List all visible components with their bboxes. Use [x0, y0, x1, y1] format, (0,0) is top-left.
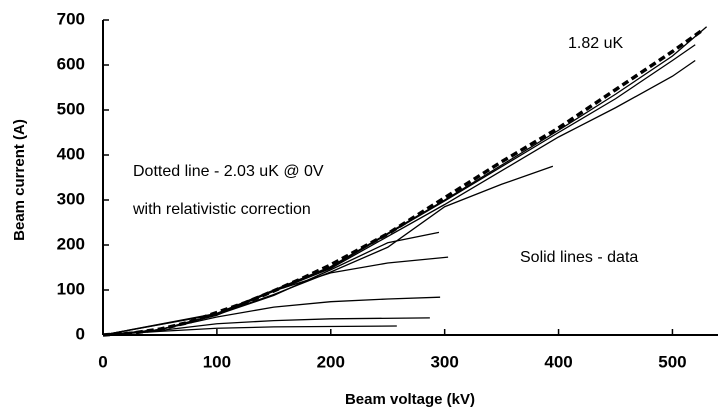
- x-tick-label: 0: [98, 352, 107, 371]
- annotation: with relativistic correction: [132, 201, 311, 218]
- y-tick-label: 500: [57, 99, 85, 118]
- data-line: [102, 325, 397, 336]
- x-tick-label: 200: [317, 352, 345, 371]
- x-tick-label: 400: [544, 352, 572, 371]
- x-tick-label: 300: [430, 352, 458, 371]
- y-tick-label: 300: [57, 189, 85, 208]
- x-tick-label: 500: [658, 352, 686, 371]
- y-tick-label: 700: [57, 9, 85, 28]
- data-line: [102, 26, 708, 336]
- data-line: [102, 296, 441, 336]
- data-line: [102, 256, 449, 336]
- y-tick-label: 600: [57, 54, 85, 73]
- data-line: [102, 165, 554, 336]
- annotation: Dotted line - 2.03 uK @ 0V: [133, 163, 324, 180]
- data-line: [102, 317, 430, 336]
- y-tick-label: 0: [76, 324, 85, 343]
- x-axis-label: Beam voltage (kV): [345, 391, 475, 408]
- data-line: [102, 59, 696, 336]
- annotation: Solid lines - data: [520, 249, 638, 266]
- x-tick-label: 100: [203, 352, 231, 371]
- y-axis-label: Beam current (A): [11, 119, 28, 241]
- data-line: [102, 231, 440, 336]
- annotation: 1.82 uK: [568, 35, 623, 52]
- data-line: [102, 44, 696, 336]
- y-tick-label: 200: [57, 234, 85, 253]
- dotted-line: [102, 29, 702, 337]
- y-tick-label: 100: [57, 279, 85, 298]
- y-tick-label: 400: [57, 144, 85, 163]
